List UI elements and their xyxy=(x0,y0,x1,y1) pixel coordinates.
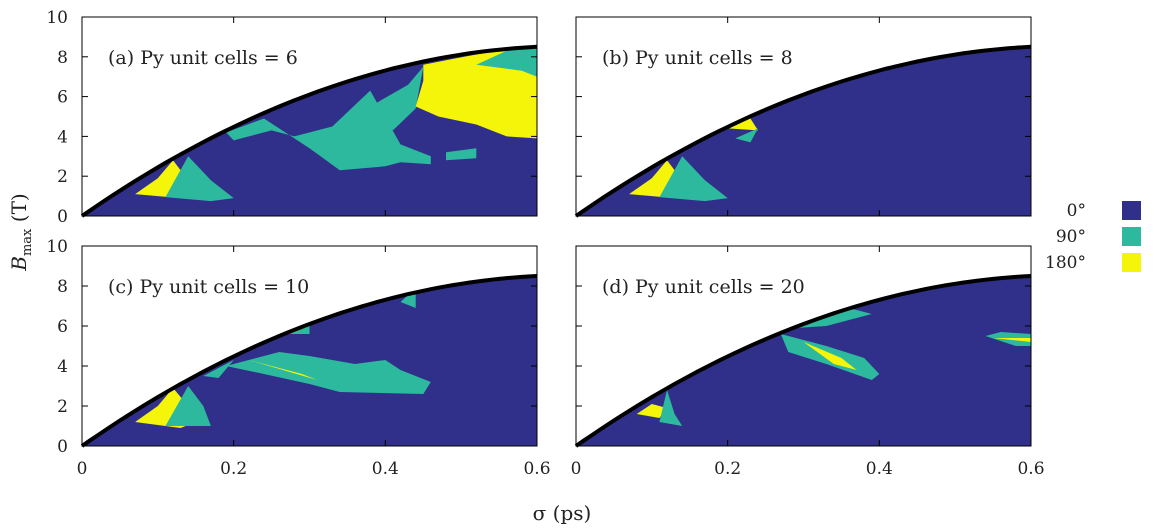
panel-b: (b) Py unit cells = 8 xyxy=(574,16,1032,218)
legend-label: 0° xyxy=(1067,201,1086,221)
region-90deg xyxy=(165,156,234,202)
y-tick-label: 4 xyxy=(57,127,68,147)
x-axis-label: σ (ps) xyxy=(533,501,592,525)
regions xyxy=(636,308,1031,426)
panel-label: (d) Py unit cells = 20 xyxy=(602,276,805,298)
legend-label: 90° xyxy=(1056,227,1086,247)
axis-labels: σ (ps) Bmax (T) xyxy=(7,193,591,525)
regions xyxy=(135,46,537,202)
region-180deg xyxy=(135,160,219,201)
region-90deg xyxy=(659,390,683,426)
region-180deg xyxy=(415,46,537,139)
region-180deg xyxy=(629,160,713,201)
region-90deg xyxy=(795,308,872,328)
x-tick-label: 0.4 xyxy=(866,459,893,479)
legend-swatch xyxy=(1122,253,1141,272)
y-tick-label: 8 xyxy=(57,277,68,297)
x-tick-label: 0.2 xyxy=(220,459,247,479)
x-tick-label: 0.2 xyxy=(714,459,741,479)
y-tick-label: 0 xyxy=(57,437,68,457)
panel-frame xyxy=(575,245,1032,447)
region-90deg xyxy=(659,156,728,202)
y-tick-label: 0 xyxy=(57,207,68,227)
panel-label: (c) Py unit cells = 10 xyxy=(108,276,309,298)
x-tick-label: 0.6 xyxy=(523,459,550,479)
region-90deg xyxy=(735,128,758,143)
y-axis-label-main: B xyxy=(7,256,31,272)
region-180deg xyxy=(993,338,1031,342)
y-tick-label: 2 xyxy=(57,397,68,417)
domain-0deg xyxy=(576,276,1031,446)
region-90deg xyxy=(370,66,424,131)
legend-swatch xyxy=(1122,201,1141,220)
legend-swatch xyxy=(1122,227,1141,246)
y-tick-label: 8 xyxy=(57,48,68,68)
y-tick-label: 6 xyxy=(57,88,68,108)
y-tick-label: 10 xyxy=(46,8,68,28)
region-90deg xyxy=(446,148,477,161)
region-180deg xyxy=(636,404,667,418)
region-180deg xyxy=(803,342,857,370)
regions xyxy=(629,118,758,202)
boundary-curve xyxy=(574,274,1032,448)
panels: 0 2 4 6 8 10 (a) Py unit cells = 6 (b) Py unit … xyxy=(46,8,1044,479)
x-tick-label: 0.6 xyxy=(1017,459,1044,479)
region-180deg xyxy=(248,360,318,380)
panel-label: (b) Py unit cells = 8 xyxy=(602,47,793,69)
boundary-curve xyxy=(80,274,538,448)
y-tick-label: 4 xyxy=(57,357,68,377)
region-90deg xyxy=(226,352,431,394)
region-90deg xyxy=(203,360,234,378)
y-axis-label-sub: max xyxy=(20,228,35,256)
x-tick-label: 0 xyxy=(77,459,88,479)
y-axis-label: Bmax (T) xyxy=(7,193,35,271)
legend: 0° 90° 180° xyxy=(1045,201,1141,273)
y-tick-label: 10 xyxy=(46,237,68,257)
panel-frame xyxy=(81,245,538,447)
region-90deg xyxy=(165,386,211,426)
panel-a: 0 2 4 6 8 10 (a) Py unit cells = 6 xyxy=(46,8,538,227)
x-tick-label: 0.4 xyxy=(372,459,399,479)
x-tick-label: 0 xyxy=(571,459,582,479)
y-tick-label: 6 xyxy=(57,317,68,337)
legend-label: 180° xyxy=(1045,253,1086,273)
panel-c: 0 2 4 6 8 10 0 0.2 0.4 0.6 (c) Py unit cells = 10 xyxy=(46,237,550,479)
region-90deg xyxy=(476,46,537,77)
panel-label: (a) Py unit cells = 6 xyxy=(108,47,298,69)
panel-frame xyxy=(81,16,538,217)
boundary-curve xyxy=(80,44,538,218)
boundary-curve xyxy=(574,44,1032,218)
panel-frame xyxy=(575,16,1032,217)
y-tick-label: 2 xyxy=(57,167,68,187)
y-axis-label-unit: (T) xyxy=(7,193,31,228)
panel-d: 0 0.2 0.4 0.6 (d) Py unit cells = 20 xyxy=(571,245,1045,479)
region-180deg xyxy=(727,118,758,131)
